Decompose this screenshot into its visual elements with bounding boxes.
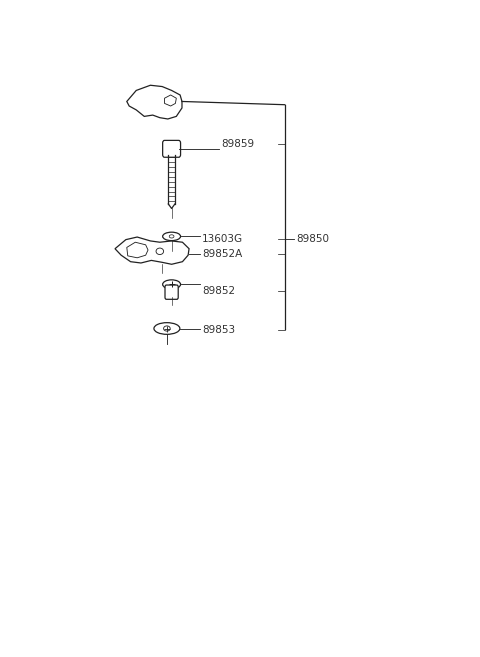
FancyBboxPatch shape — [165, 285, 178, 300]
Text: 89852A: 89852A — [202, 249, 242, 259]
Text: 89853: 89853 — [202, 325, 235, 335]
Text: 89859: 89859 — [221, 139, 254, 148]
FancyBboxPatch shape — [163, 141, 180, 157]
Text: 13603G: 13603G — [202, 234, 243, 244]
Text: 89852: 89852 — [202, 286, 235, 296]
Text: 89850: 89850 — [297, 234, 330, 244]
